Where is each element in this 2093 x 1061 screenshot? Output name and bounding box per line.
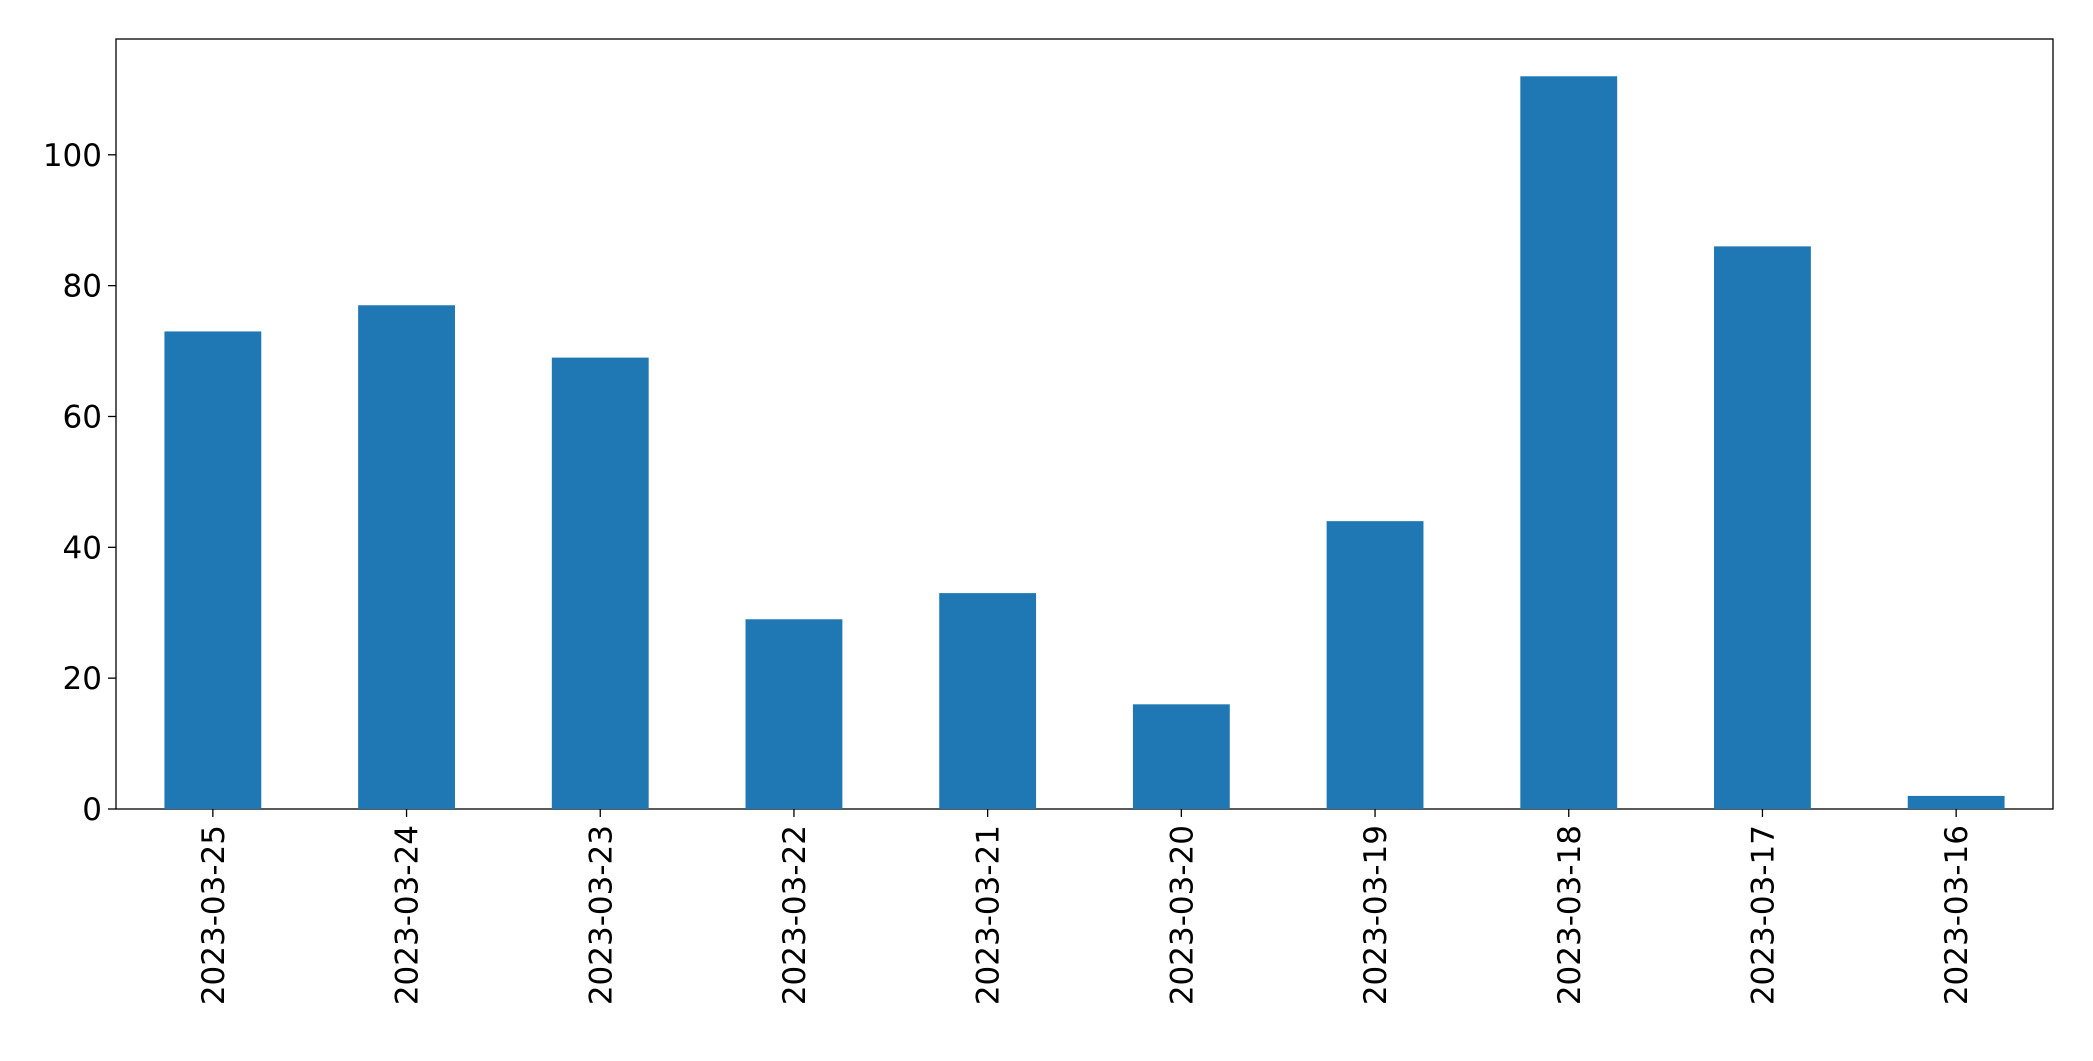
y-tick-label: 80 xyxy=(63,269,102,305)
bar xyxy=(1132,704,1230,809)
x-tick-label: 2023-03-25 xyxy=(196,825,232,1005)
x-tick-label: 2023-03-17 xyxy=(1745,825,1781,1005)
plot-frame xyxy=(115,38,2054,810)
x-tick-label: 2023-03-23 xyxy=(583,825,619,1005)
y-tick-label: 20 xyxy=(63,661,102,697)
y-tick-label: 100 xyxy=(43,138,102,174)
bar xyxy=(551,357,649,809)
bar xyxy=(358,305,455,809)
bar xyxy=(1907,795,2005,809)
x-tick-label: 2023-03-20 xyxy=(1164,825,1200,1005)
x-tick-label: 2023-03-21 xyxy=(971,825,1007,1005)
bar xyxy=(1714,246,1811,809)
x-tick-label: 2023-03-16 xyxy=(1939,825,1975,1005)
bar xyxy=(939,593,1037,809)
bar xyxy=(745,619,843,809)
bar xyxy=(1326,521,1424,809)
y-tick-label: 60 xyxy=(63,399,102,435)
x-tick-label: 2023-03-22 xyxy=(777,825,813,1005)
y-tick-label: 0 xyxy=(82,792,102,828)
x-tick-label: 2023-03-24 xyxy=(390,825,426,1005)
x-tick-label: 2023-03-18 xyxy=(1552,825,1588,1005)
bar xyxy=(1520,76,1618,809)
bar xyxy=(164,331,262,809)
y-tick-label: 40 xyxy=(63,530,102,566)
x-tick-label: 2023-03-19 xyxy=(1358,825,1394,1005)
